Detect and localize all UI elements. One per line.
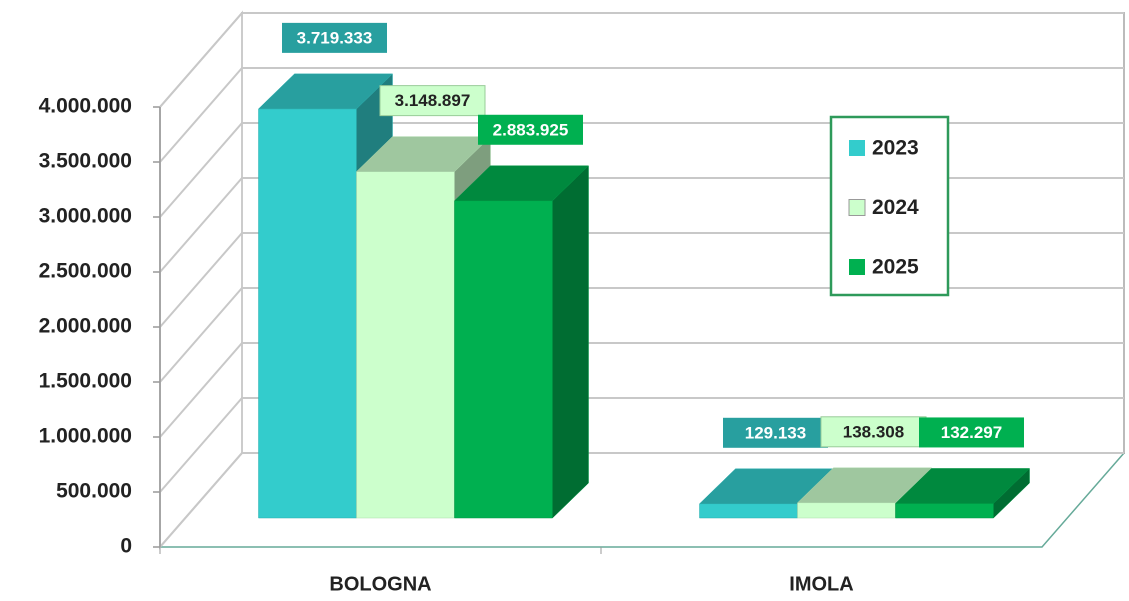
y-tick-label: 500.000 [56,480,132,503]
x-tick-label: BOLOGNA [329,573,431,595]
y-tick-label: 2.000.000 [39,315,132,338]
bar-front [356,171,455,519]
value-label-box [282,22,387,53]
y-tick-label: 1.000.000 [39,425,132,448]
legend-label: 2023 [872,137,919,160]
bar-front [699,503,798,519]
y-tick-label: 2.500.000 [39,260,132,283]
x-tick-label: IMOLA [789,573,853,595]
value-label: 2.883.925 [493,120,569,139]
y-tick-label: 1.500.000 [39,370,132,393]
bar-side [993,467,1030,519]
legend-swatch [849,259,865,275]
value-label: 138.308 [843,422,904,441]
bar [894,467,1031,519]
y-tick-label: 4.000.000 [39,95,132,118]
grid-line [159,342,1124,438]
legend-label: 2024 [872,196,919,219]
bar [453,165,590,519]
legend-swatch [849,140,865,156]
legend-swatch [848,199,866,216]
grid-line [159,12,1124,108]
y-tick-label: 3.000.000 [39,205,132,228]
y-tick-label: 3.500.000 [39,150,132,173]
value-label: 3.148.897 [395,91,471,110]
bar-front [797,502,896,519]
floor [160,452,1125,548]
bar-side [552,165,589,519]
bar-front [454,200,553,519]
y-tick-label: 0 [120,535,132,558]
value-label-box [919,417,1024,448]
bar-front [258,108,357,519]
value-label-box [379,85,486,117]
grid-line [159,452,1124,548]
value-label: 129.133 [745,423,806,442]
value-label-box [820,416,927,448]
grid-line [159,397,1124,493]
value-label: 3.719.333 [297,28,373,47]
value-label-box [723,417,828,448]
value-label: 132.297 [941,423,1002,442]
legend-label: 2025 [872,256,919,279]
bar-front [895,503,994,519]
grid-line [159,67,1124,163]
value-label-box [478,114,583,145]
